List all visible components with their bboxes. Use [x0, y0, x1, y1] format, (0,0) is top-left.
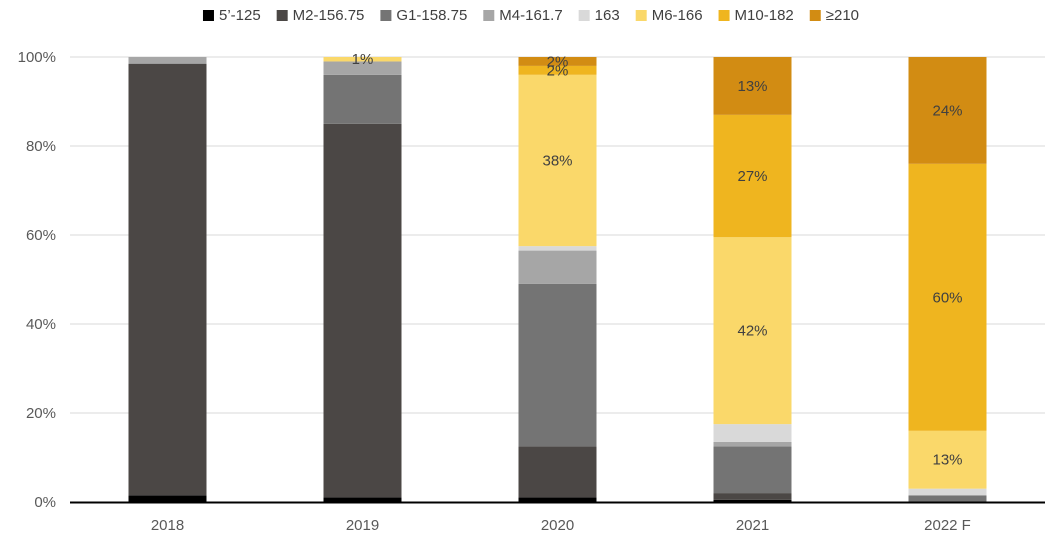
legend-label: G1-158.75	[396, 7, 467, 24]
data-label-2020-210: 2%	[547, 53, 569, 70]
bar-segment-2018-5-125	[128, 495, 207, 502]
legend-label: 5’-125	[219, 7, 261, 24]
bar-segment-2020-m2-156-75	[518, 446, 597, 498]
bars	[128, 57, 987, 502]
bar-segment-2020-g1-158-75	[518, 283, 597, 447]
x-tick-label: 2021	[736, 517, 769, 534]
y-tick-label: 60%	[26, 227, 56, 244]
data-label-2021-m10-182: 27%	[737, 168, 767, 185]
legend-swatch-210	[809, 10, 821, 21]
legend-item-163: 163	[578, 7, 620, 24]
bar-segment-2021-163	[713, 424, 792, 442]
legend-item-m6-166: M6-166	[635, 7, 703, 24]
data-labels: 1% 38% 2%2% 42% 27% 13% 13% 60% 24%	[352, 51, 963, 469]
y-tick-label: 100%	[18, 49, 56, 66]
bar-segment-2021-m2-156-75	[713, 493, 792, 500]
bar-segment-2020-5-125	[518, 497, 597, 502]
legend-item-210: ≥210	[809, 7, 859, 24]
legend-label: M2-156.75	[293, 7, 365, 24]
y-tick-label: 40%	[26, 316, 56, 333]
x-tick-label: 2020	[541, 517, 574, 534]
x-axis: 2018 2019 2020 2021 2022 F	[70, 501, 1045, 534]
bar-segment-2019-m4-161-7	[323, 61, 402, 75]
legend-swatch-m2-156-75	[276, 10, 288, 21]
y-axis: 0% 20% 40% 60% 80% 100%	[18, 49, 56, 511]
bar-segment-2018-m4-161-7	[128, 57, 207, 64]
bar-segment-2022-f-210	[908, 57, 987, 164]
bar-segment-2019-m2-156-75	[323, 123, 402, 498]
bar-segment-2022-f-m10-182	[908, 163, 987, 431]
x-tick-label: 2018	[151, 517, 184, 534]
bar-segment-2022-f-g1-158-75	[908, 495, 987, 502]
bar-segment-2020-m4-161-7	[518, 250, 597, 284]
legend-swatch-5-125	[202, 10, 214, 21]
y-tick-label: 20%	[26, 405, 56, 422]
y-tick-label: 80%	[26, 138, 56, 155]
legend-label: M6-166	[652, 7, 703, 24]
data-label-2022-f-210: 24%	[932, 102, 962, 119]
bar-segment-2020-m10-182	[518, 65, 597, 75]
legend-label: 163	[595, 7, 620, 24]
x-tick-label: 2022 F	[924, 517, 971, 534]
legend-label: M10-182	[735, 7, 794, 24]
bar-segment-2021-m10-182	[713, 114, 792, 238]
bar-segment-2019-m6-166	[323, 57, 402, 62]
legend-swatch-g1-158-75	[380, 10, 392, 21]
bar-segment-2021-m6-166	[713, 237, 792, 425]
legend-item-m10-182: M10-182	[718, 7, 794, 24]
data-label-2020-m6-166: 38%	[542, 152, 572, 169]
bar-segment-2019-g1-158-75	[323, 74, 402, 124]
data-label-2019-m6-166: 1%	[352, 51, 374, 68]
legend-item-5-125: 5’-125	[202, 7, 261, 24]
bar-segment-2022-f-m6-166	[908, 430, 987, 489]
bar-segment-2021-5-125	[713, 499, 792, 502]
legend-item-m4-161-7: M4-161.7	[483, 7, 563, 24]
bar-segment-2021-m4-161-7	[713, 441, 792, 447]
data-label-2022-f-m10-182: 60%	[932, 289, 962, 306]
x-tick-label: 2019	[346, 517, 379, 534]
legend-swatch-m4-161-7	[483, 10, 495, 21]
data-label-2022-f-m6-166: 13%	[932, 452, 962, 469]
legend-label: M4-161.7	[499, 7, 562, 24]
data-label-2020-m10-182: 2%	[547, 62, 569, 79]
legend: 5’-125 M2-156.75 G1-158.75 M4-161.7 163 M6-16…	[202, 7, 859, 24]
y-tick-label: 0%	[34, 494, 56, 511]
data-label-2021-210: 13%	[737, 78, 767, 95]
bar-segment-2019-5-125	[323, 497, 402, 502]
bar-segment-2018-m2-156-75	[128, 63, 207, 496]
bar-segment-2021-g1-158-75	[713, 446, 792, 494]
legend-swatch-m6-166	[635, 10, 647, 21]
legend-item-m2-156-75: M2-156.75	[276, 7, 365, 24]
bar-segment-2020-163	[518, 246, 597, 251]
bar-segment-2020-m6-166	[518, 74, 597, 247]
legend-swatch-m10-182	[718, 10, 730, 21]
bar-segment-2022-f-163	[908, 488, 987, 496]
bar-segment-2021-210	[713, 57, 792, 115]
data-label-2021-m6-166: 42%	[737, 323, 767, 340]
legend-item-g1-158-75: G1-158.75	[380, 7, 467, 24]
legend-label: ≥210	[826, 7, 859, 24]
bar-segment-2020-210	[518, 57, 597, 66]
legend-swatch-163	[578, 10, 590, 21]
